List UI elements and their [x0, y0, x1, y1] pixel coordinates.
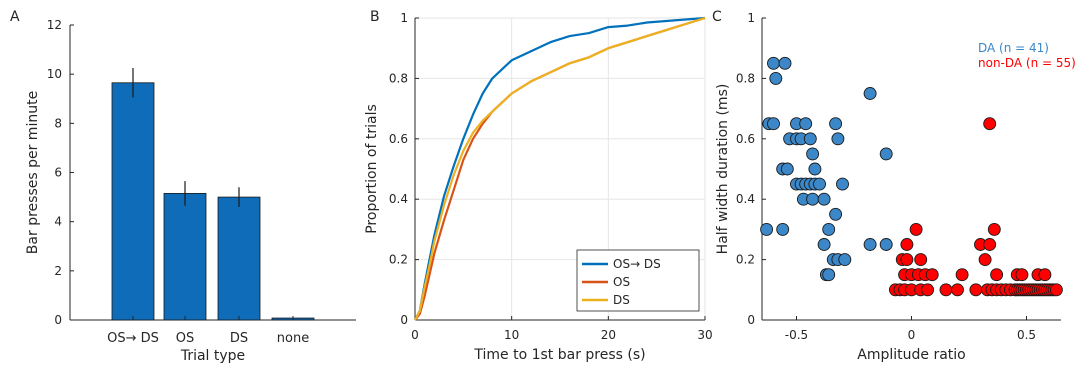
da-point — [776, 222, 790, 236]
da-point — [829, 117, 843, 131]
series-line-2 — [414, 16, 706, 321]
non-da-point — [983, 117, 997, 131]
da-point — [806, 192, 820, 206]
panel-label-b: B — [370, 9, 380, 25]
da-point — [829, 207, 843, 221]
da-point — [808, 162, 822, 176]
y-tick-label: 8 — [54, 116, 62, 130]
non-da-point — [1038, 268, 1052, 282]
da-point — [806, 147, 820, 161]
da-point — [863, 87, 877, 100]
bar-1 — [163, 192, 207, 321]
x-tick-label: 0.5 — [1017, 328, 1036, 342]
non-da-point — [921, 283, 935, 297]
x-tick-label: DS — [230, 331, 248, 346]
da-point — [863, 238, 877, 251]
x-tick-label: 30 — [697, 328, 712, 342]
y-tick-label: 0 — [54, 313, 62, 327]
legend-label-1: non-DA (n = 55) — [978, 56, 1076, 70]
y-tick-label: 1 — [400, 11, 408, 25]
non-da-point — [1049, 283, 1063, 297]
legend-label-0: DA (n = 41) — [978, 41, 1049, 55]
panel-c-scatter-chart: C 0 0.2 0.4 0.6 0.8 1 -0.5 0 0.5 DA (n = 41)non-DA… — [712, 9, 1076, 363]
y-tick-label: 2 — [54, 264, 62, 278]
y-tick-label: 0.8 — [736, 71, 755, 85]
y-axis-label: Bar presses per minute — [25, 91, 41, 254]
x-tick-label: none — [277, 331, 309, 346]
bar-2 — [217, 196, 261, 321]
legend-box — [576, 249, 700, 312]
y-tick-label: 6 — [54, 166, 62, 180]
non-da-point — [990, 268, 1004, 282]
y-tick-label: 12 — [47, 18, 62, 32]
non-da-point — [1015, 268, 1029, 282]
non-da-point — [909, 222, 923, 236]
non-da-point — [987, 222, 1001, 236]
x-axis-label: Amplitude ratio — [857, 347, 965, 363]
da-point — [799, 117, 813, 131]
y-tick-label: 4 — [54, 215, 62, 229]
bar-0 — [111, 82, 155, 321]
da-point — [822, 268, 836, 282]
x-tick-label: 0 — [411, 328, 419, 342]
x-tick-label: 0 — [908, 328, 916, 342]
non-da-point — [939, 283, 953, 297]
legend-label-2: DS — [613, 293, 630, 307]
y-tick-label: 0.4 — [736, 192, 755, 206]
x-tick-label: 20 — [601, 328, 616, 342]
x-axis-label: Trial type — [180, 348, 245, 364]
da-point — [822, 222, 836, 236]
da-point — [767, 56, 780, 70]
x-axis-label: Time to 1st bar press (s) — [473, 347, 645, 363]
non-da-point — [969, 283, 983, 297]
panel-label-a: A — [10, 9, 20, 25]
series-line-0 — [414, 16, 706, 321]
legend-label-0: OS→ DS — [613, 257, 661, 271]
non-da-point — [900, 238, 914, 251]
y-tick-label: 0.2 — [389, 253, 408, 267]
da-point — [879, 238, 893, 251]
non-da-point — [914, 253, 928, 267]
da-point — [767, 117, 780, 131]
da-point — [813, 177, 826, 191]
da-point — [769, 71, 783, 85]
non-da-point — [925, 268, 939, 282]
da-point — [879, 147, 893, 161]
y-tick-label: 0 — [747, 313, 755, 327]
da-point — [831, 132, 845, 146]
da-point — [838, 253, 852, 267]
x-tick-label: OS→ DS — [107, 331, 159, 346]
y-tick-label: 0.2 — [736, 253, 755, 267]
y-tick-label: 0.4 — [389, 192, 408, 206]
y-tick-label: 0.6 — [736, 132, 755, 146]
panel-a-bar-chart: A 0 2 4 6 8 10 12 OS→ DS OS DS none Trial type Bar pr… — [10, 9, 356, 364]
da-point — [817, 238, 831, 251]
y-tick-label: 10 — [47, 67, 62, 81]
x-tick-label: -0.5 — [785, 328, 808, 342]
y-tick-label: 0 — [400, 313, 408, 327]
y-axis-label: Half width duration (ms) — [715, 84, 731, 255]
x-tick-label: OS — [176, 331, 194, 346]
da-point — [836, 177, 849, 191]
x-tick-label: 10 — [504, 328, 519, 342]
non-da-point — [951, 283, 964, 297]
non-da-point — [978, 253, 992, 267]
y-tick-label: 0.6 — [389, 132, 408, 146]
non-da-point — [983, 238, 997, 251]
da-point — [803, 132, 817, 146]
legend-label-1: OS — [613, 275, 630, 289]
da-point — [778, 56, 792, 70]
da-point — [760, 222, 774, 236]
non-da-point — [900, 253, 914, 267]
y-tick-label: 1 — [747, 11, 755, 25]
non-da-point — [955, 268, 969, 282]
y-tick-label: 0.8 — [389, 71, 408, 85]
y-axis-label: Proportion of trials — [364, 104, 380, 234]
da-point — [817, 192, 831, 206]
panel-label-c: C — [712, 9, 722, 25]
da-point — [780, 162, 794, 176]
